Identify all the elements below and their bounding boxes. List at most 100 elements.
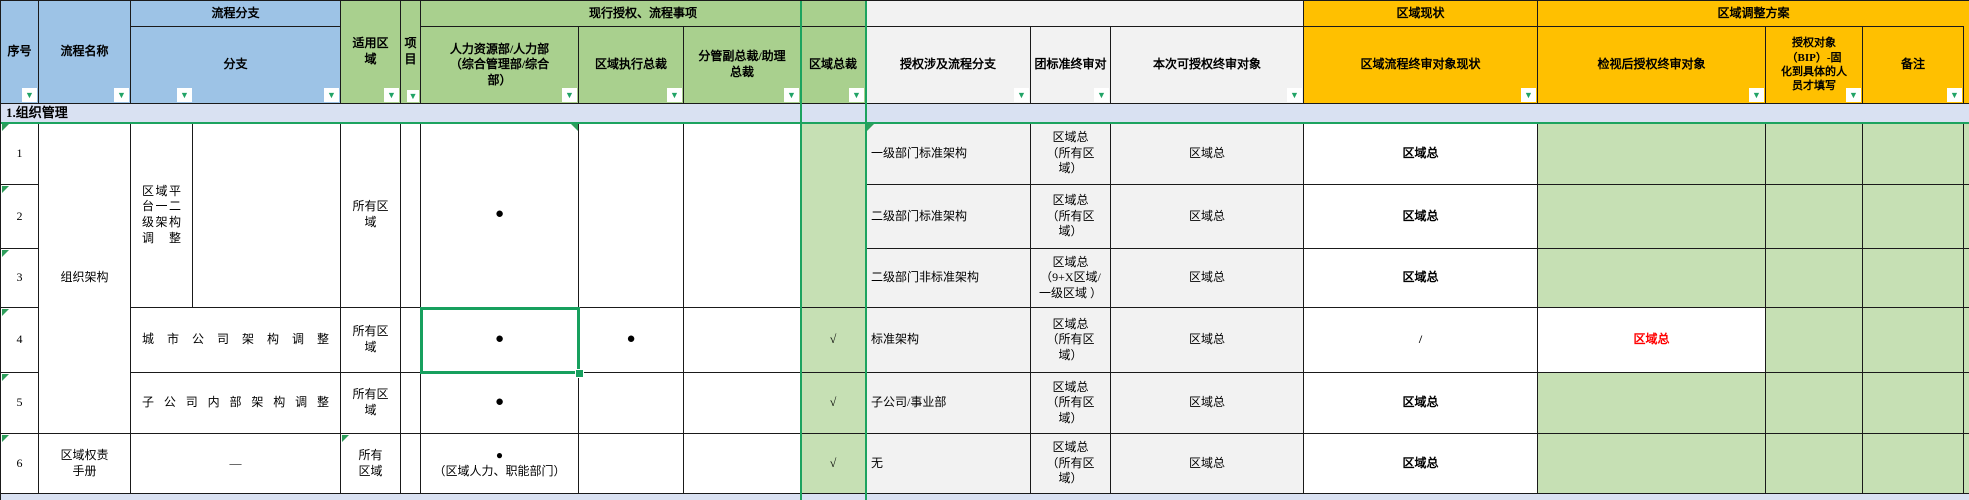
cell-r4-note[interactable] xyxy=(1863,308,1964,373)
cell-r5-review[interactable] xyxy=(1538,373,1766,434)
cell-r6-exec[interactable] xyxy=(579,434,684,494)
header-region-status[interactable]: 区域流程终审对象现状 ▼ xyxy=(1304,27,1538,104)
cell-r2-region-status[interactable]: 区域总 xyxy=(1304,185,1538,249)
cell-r4-pres[interactable]: √ xyxy=(801,308,866,373)
section-row[interactable]: 1.组织管理 xyxy=(1,104,1969,123)
cell-r3-note[interactable] xyxy=(1863,249,1964,308)
cell-r6-pres[interactable]: √ xyxy=(801,434,866,494)
cell-r1-review[interactable] xyxy=(1538,123,1766,185)
cell-r3-group-std[interactable]: 区域总 （9+X区域/ 一级区域 ） xyxy=(1031,249,1111,308)
cell-r6-xh[interactable]: 6 xyxy=(1,434,39,494)
cell-r1-note[interactable] xyxy=(1863,123,1964,185)
header-vp[interactable]: 分管副总裁/助理 总裁 ▼ xyxy=(684,27,801,104)
cell-r2-review[interactable] xyxy=(1538,185,1766,249)
cell-r5-xh[interactable]: 5 xyxy=(1,373,39,434)
cell-r1-3-exec[interactable] xyxy=(579,123,684,308)
cell-r3-region-status[interactable]: 区域总 xyxy=(1304,249,1538,308)
filter-region-status-icon[interactable]: ▼ xyxy=(1521,88,1536,102)
cell-r4-exec[interactable]: ● xyxy=(579,308,684,373)
cell-r6-region-status[interactable]: 区域总 xyxy=(1304,434,1538,494)
filter-exec-icon[interactable]: ▼ xyxy=(667,88,682,102)
cell-r4-project[interactable] xyxy=(401,308,421,373)
cell-r1-group-std[interactable]: 区域总 （所有区 域） xyxy=(1031,123,1111,185)
cell-r4-group-std[interactable]: 区域总 （所有区 域） xyxy=(1031,308,1111,373)
cell-r5-this-auth[interactable]: 区域总 xyxy=(1111,373,1304,434)
header-this-auth[interactable]: 本次可授权终审对象 ▼ xyxy=(1111,27,1304,104)
filter-bip-icon[interactable]: ▼ xyxy=(1846,88,1861,102)
cell-r1-3-project[interactable] xyxy=(401,123,421,308)
header-group-adjustment[interactable]: 区域调整方案 xyxy=(1538,1,1969,27)
filter-note-icon[interactable]: ▼ xyxy=(1947,88,1962,102)
header-group-std[interactable]: 团标准终审对 ▼ xyxy=(1031,27,1111,104)
cell-r1-3-vp[interactable] xyxy=(684,123,801,308)
cell-r3-review[interactable] xyxy=(1538,249,1766,308)
cell-r6-auth-branch[interactable]: 无 xyxy=(866,434,1031,494)
cell-r5-auth-branch[interactable]: 子公司/事业部 xyxy=(866,373,1031,434)
header-review[interactable]: 检视后授权终审对象 ▼ xyxy=(1538,27,1766,104)
header-bip[interactable]: 授权对象 （BIP）-固 化到具体的人 员才填写 ▼ xyxy=(1766,27,1863,104)
fill-handle[interactable] xyxy=(575,369,584,378)
cell-r2-auth-branch[interactable]: 二级部门标准架构 xyxy=(866,185,1031,249)
cell-r6-hr[interactable]: ● （区域人力、职能部门） xyxy=(421,434,579,494)
filter-review-icon[interactable]: ▼ xyxy=(1749,88,1764,102)
cell-r1-xh[interactable]: 1 xyxy=(1,123,39,185)
header-project[interactable]: 项 目 ▼ xyxy=(401,1,421,104)
cell-r1-5-name[interactable]: 组织架构 xyxy=(39,123,131,434)
cell-r1-3-pres[interactable] xyxy=(801,123,866,308)
header-exec[interactable]: 区域执行总裁 ▼ xyxy=(579,27,684,104)
header-note[interactable]: 备注 ▼ xyxy=(1863,27,1964,104)
cell-r4-branch[interactable]: 城市公司架构调整 xyxy=(131,308,341,373)
cell-r5-note[interactable] xyxy=(1863,373,1964,434)
cell-r4-bip[interactable] xyxy=(1766,308,1863,373)
cell-r4-vp[interactable] xyxy=(684,308,801,373)
cell-r6-note[interactable] xyxy=(1863,434,1964,494)
cell-r2-note[interactable] xyxy=(1863,185,1964,249)
cell-r2-xh[interactable]: 2 xyxy=(1,185,39,249)
cell-r4-hr[interactable]: ● xyxy=(421,308,579,373)
header-group-gray[interactable] xyxy=(866,1,1304,27)
cell-r5-area[interactable]: 所有区 域 xyxy=(341,373,401,434)
cell-r6-branch[interactable]: — xyxy=(131,434,341,494)
filter-auth-branch-icon[interactable]: ▼ xyxy=(1014,88,1029,102)
cell-r4-this-auth[interactable]: 区域总 xyxy=(1111,308,1304,373)
cell-r1-bip[interactable] xyxy=(1766,123,1863,185)
header-name[interactable]: 流程名称 ▼ xyxy=(39,1,131,104)
cell-r6-group-std[interactable]: 区域总 （所有区 域） xyxy=(1031,434,1111,494)
header-group-current[interactable]: 现行授权、流程事项 xyxy=(421,1,866,27)
header-branch[interactable]: 分支 ▼ ▼ xyxy=(131,27,341,104)
cell-r3-bip[interactable] xyxy=(1766,249,1863,308)
cell-r2-this-auth[interactable]: 区域总 xyxy=(1111,185,1304,249)
filter-area-icon[interactable]: ▼ xyxy=(384,88,399,102)
filter-group-std-icon[interactable]: ▼ xyxy=(1094,88,1109,102)
filter-xh-icon[interactable]: ▼ xyxy=(22,88,37,102)
cell-r3-this-auth[interactable]: 区域总 xyxy=(1111,249,1304,308)
header-area[interactable]: 适用区 域 ▼ xyxy=(341,1,401,104)
cell-r4-area[interactable]: 所有区 域 xyxy=(341,308,401,373)
cell-r1-this-auth[interactable]: 区域总 xyxy=(1111,123,1304,185)
filter-vp-icon[interactable]: ▼ xyxy=(784,88,799,102)
cell-r3-xh[interactable]: 3 xyxy=(1,249,39,308)
cell-r5-hr[interactable]: ● xyxy=(421,373,579,434)
cell-r4-region-status[interactable]: / xyxy=(1304,308,1538,373)
filter-branch1-icon[interactable]: ▼ xyxy=(177,88,192,102)
cell-r5-group-std[interactable]: 区域总 （所有区 域） xyxy=(1031,373,1111,434)
cell-r2-bip[interactable] xyxy=(1766,185,1863,249)
header-hr[interactable]: 人力资源部/人力部 （综合管理部/综合 部） ▼ xyxy=(421,27,579,104)
cell-r5-pres[interactable]: √ xyxy=(801,373,866,434)
cell-r5-bip[interactable] xyxy=(1766,373,1863,434)
filter-name-icon[interactable]: ▼ xyxy=(114,88,129,102)
cell-r5-branch[interactable]: 子公司内部架构调整 xyxy=(131,373,341,434)
cell-r5-region-status[interactable]: 区域总 xyxy=(1304,373,1538,434)
cell-r1-3-branch1[interactable]: 区域平台一二级架构调整 xyxy=(131,123,193,308)
cell-r6-this-auth[interactable]: 区域总 xyxy=(1111,434,1304,494)
header-auth-branch[interactable]: 授权涉及流程分支 ▼ xyxy=(866,27,1031,104)
header-group-region-status[interactable]: 区域现状 xyxy=(1304,1,1538,27)
cell-r6-area[interactable]: 所有 区域 xyxy=(341,434,401,494)
cell-r1-region-status[interactable]: 区域总 xyxy=(1304,123,1538,185)
cell-r6-review[interactable] xyxy=(1538,434,1766,494)
cell-r4-xh[interactable]: 4 xyxy=(1,308,39,373)
cell-r5-vp[interactable] xyxy=(684,373,801,434)
cell-r4-auth-branch[interactable]: 标准架构 xyxy=(866,308,1031,373)
cell-r2-group-std[interactable]: 区域总 （所有区 域） xyxy=(1031,185,1111,249)
cell-r1-3-area[interactable]: 所有区 域 xyxy=(341,123,401,308)
